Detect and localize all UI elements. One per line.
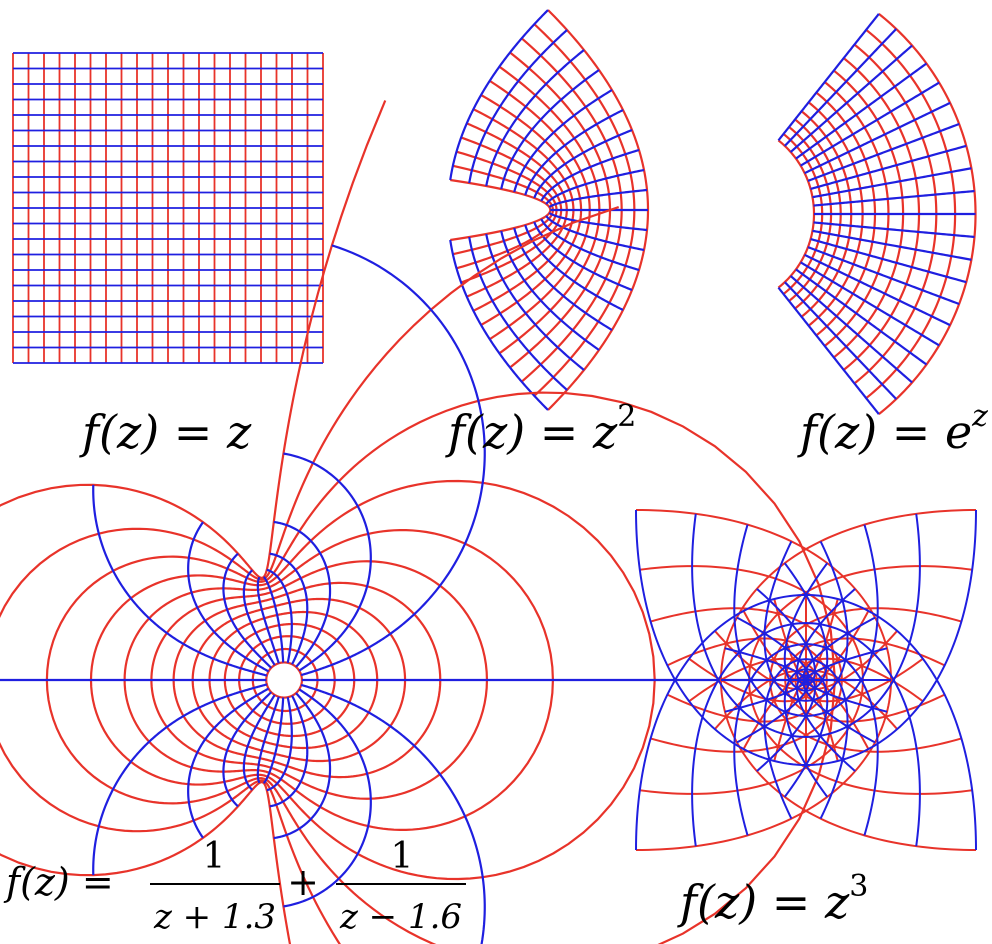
blue-grid-line [784,28,897,147]
blue-grid-line [795,62,928,160]
blue-grid-line [545,168,645,205]
blue-grid-line [810,238,967,284]
blue-grid-line [691,513,921,738]
red-grid-line [0,100,387,944]
red-grid-line [45,391,837,944]
grid-cube-map [635,509,977,851]
blue-grid-line [269,695,309,808]
blue-grid-line [724,647,888,682]
svg-text:1: 1 [203,836,226,877]
blue-grid-line [807,122,960,182]
red-grid-line [450,178,552,242]
blue-grid-line [266,696,293,792]
blue-grid-line [468,236,568,391]
grid-square-map [449,9,650,411]
blue-grid-line [269,552,309,665]
label-exp: f(z) = ez [797,399,988,459]
blue-grid-line [533,221,633,292]
blue-grid-line [92,683,268,876]
svg-text:z + 1.3: z + 1.3 [153,897,276,937]
blue-grid-line [524,109,624,196]
blue-grid-line [800,81,940,167]
red-grid-line [265,661,304,699]
grid-identity-map [12,52,324,364]
blue-grid-line [763,540,849,702]
svg-text:z − 1.6: z − 1.6 [339,897,462,937]
blue-grid-line [242,694,276,791]
blue-grid-line [783,562,829,692]
blue-grid-line [485,233,585,371]
blue-grid-line [763,658,849,820]
blue-grid-line [804,253,951,327]
blue-grid-line [691,622,921,847]
blue-grid-line [222,552,272,669]
blue-grid-line [548,212,648,232]
blue-grid-line [500,230,600,351]
blue-grid-line [500,69,600,190]
blue-grid-line [300,683,486,944]
label-cube: f(z) = z3 [677,869,868,929]
red-grid-line [0,205,620,944]
blue-grid-line [813,189,975,207]
blue-grid-line [789,275,913,384]
grid-poles-map [0,100,856,944]
blue-grid-line [449,9,549,181]
blue-grid-line [800,261,940,347]
blue-grid-line [812,229,972,261]
blue-grid-line [242,569,276,666]
blue-grid-line [262,697,285,784]
blue-grid-line [756,588,856,686]
blue-grid-line [733,524,879,717]
svg-text:1: 1 [391,836,414,877]
label-square: f(z) = z2 [445,399,636,459]
svg-text:+: + [287,860,319,904]
blue-grid-line [513,89,613,193]
label-identity: f(z) = z [79,405,252,459]
blue-grid-line [273,692,332,840]
blue-grid-line [262,576,285,663]
blue-grid-line [273,520,332,668]
grid-exp-map [777,12,977,416]
svg-text:f(z) =: f(z) = [3,860,114,904]
blue-grid-line [804,101,951,175]
blue-grid-line [222,691,272,808]
blue-grid-line [513,227,613,331]
blue-grid-line [256,576,280,664]
blue-grid-line [468,29,568,184]
label-poles: f(z) = 1 z + 1.3 + 1 z − 1.6 [3,836,466,937]
blue-grid-line [92,484,268,677]
blue-grid-line [300,244,486,677]
blue-grid-line [449,239,549,411]
blue-grid-line [795,268,928,366]
blue-grid-line [635,509,977,767]
blue-grid-line [283,452,372,672]
blue-grid-line [256,696,280,784]
blue-grid-line [533,128,633,199]
blue-grid-line [756,674,856,772]
blue-grid-line [777,286,880,415]
blue-grid-line [807,246,960,306]
blue-grid-line [784,281,897,400]
blue-grid-line [485,49,585,187]
blue-grid-line [524,224,624,311]
blue-grid-line [548,188,648,208]
blue-grid-line [540,148,640,202]
blue-grid-line [736,616,876,683]
blue-grid-line [545,215,645,252]
blue-grid-line [777,13,880,142]
blue-grid-line [812,167,972,199]
blue-grid-line [789,44,913,153]
blue-grid-line [187,687,270,839]
blue-grid-line [283,688,372,908]
blue-grid-line [813,221,975,239]
blue-grid-line [266,568,293,664]
blue-grid-line [810,144,967,190]
blue-grid-line [187,521,270,673]
blue-grid-line [540,218,640,272]
